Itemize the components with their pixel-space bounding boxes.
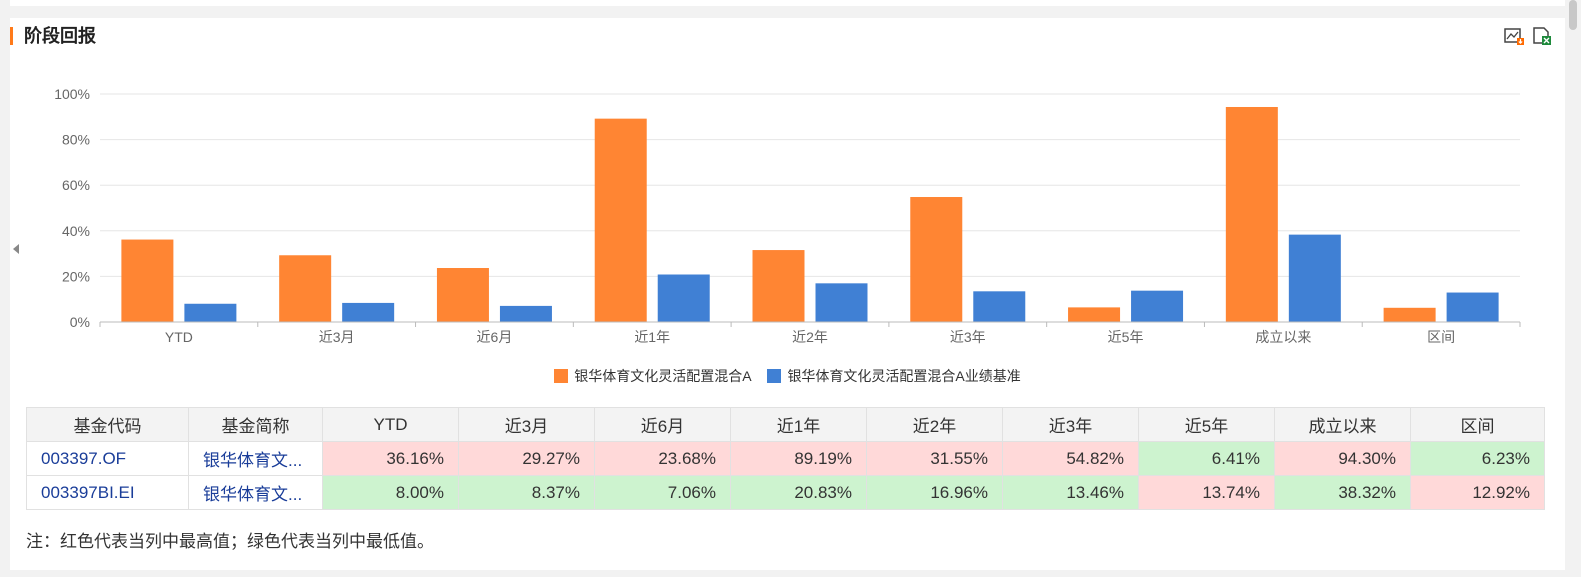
value-cell: 31.55% [866, 441, 1003, 476]
bar-fund[interactable] [436, 268, 489, 322]
panel-header: 阶段回报 [10, 18, 1565, 54]
value-cell: 89.19% [730, 441, 867, 476]
x-tick-label: 近1年 [634, 329, 670, 345]
legend-label-fund: 银华体育文化灵活配置混合A [574, 368, 752, 384]
title-accent-bar [10, 27, 13, 45]
header-cell: 近1年 [730, 407, 867, 442]
top-strip [10, 0, 1565, 6]
x-tick-label: YTD [165, 329, 193, 345]
header-cell: YTD [322, 407, 459, 442]
value-cell: 38.32% [1274, 475, 1411, 510]
fund-code-link[interactable]: 003397.OF [26, 441, 189, 476]
value-cell: 6.23% [1410, 441, 1545, 476]
stage-return-panel: 阶段回报 0% 20% 40% 60% 80% 100% YTD 近3月 近6月 近1年 近2年 近3… [10, 18, 1565, 570]
value-cell: 7.06% [594, 475, 731, 510]
collapse-arrow-icon[interactable] [13, 244, 19, 254]
value-cell: 8.00% [322, 475, 459, 510]
y-tick-label: 0% [70, 314, 90, 330]
fund-code-link[interactable]: 003397BI.EI [26, 475, 189, 510]
table-row: 003397BI.EI 银华体育文... 8.00% 8.37% 7.06% 2… [26, 475, 1545, 510]
bar-benchmark[interactable] [815, 283, 868, 322]
bar-fund[interactable] [594, 118, 647, 322]
stage-return-chart: 0% 20% 40% 60% 80% 100% YTD 近3月 近6月 近1年 近2年 近3年 近5年 成… [54, 86, 1521, 345]
bar-fund[interactable] [279, 255, 332, 322]
y-tick-label: 80% [62, 132, 90, 148]
value-cell: 23.68% [594, 441, 731, 476]
header-cell: 近2年 [866, 407, 1003, 442]
value-cell: 20.83% [730, 475, 867, 510]
bar-benchmark[interactable] [342, 302, 395, 322]
bar-fund[interactable] [1383, 307, 1436, 322]
x-tick-label: 近3年 [950, 329, 986, 345]
x-tick-label: 成立以来 [1255, 329, 1311, 345]
table-row: 003397.OF 银华体育文... 36.16% 29.27% 23.68% … [26, 441, 1545, 476]
value-cell: 54.82% [1002, 441, 1139, 476]
panel-title: 阶段回报 [24, 26, 96, 46]
legend-item-benchmark[interactable]: 银华体育文化灵活配置混合A业绩基准 [767, 366, 1021, 386]
value-cell: 13.46% [1002, 475, 1139, 510]
value-cell: 12.92% [1410, 475, 1545, 510]
y-tick-label: 60% [62, 177, 90, 193]
excel-export-icon[interactable] [1531, 26, 1553, 46]
bar-benchmark[interactable] [1446, 292, 1499, 322]
bar-fund[interactable] [1068, 307, 1121, 322]
bar-fund[interactable] [121, 239, 174, 322]
bar-fund[interactable] [1225, 106, 1278, 322]
bar-benchmark[interactable] [973, 291, 1026, 322]
value-cell: 36.16% [322, 441, 459, 476]
legend-label-benchmark: 银华体育文化灵活配置混合A业绩基准 [787, 368, 1021, 384]
chart-download-icon[interactable] [1503, 26, 1525, 46]
bar-fund[interactable] [752, 250, 805, 322]
header-cell: 近5年 [1138, 407, 1275, 442]
value-cell: 29.27% [458, 441, 595, 476]
header-cell: 近3月 [458, 407, 595, 442]
y-tick-label: 20% [62, 268, 90, 284]
header-cell: 近3年 [1002, 407, 1139, 442]
legend-swatch-benchmark [767, 369, 782, 383]
bar-benchmark[interactable] [1131, 290, 1184, 322]
bar-benchmark[interactable] [499, 305, 552, 322]
value-cell: 13.74% [1138, 475, 1275, 510]
header-cell: 近6月 [594, 407, 731, 442]
header-cell: 成立以来 [1274, 407, 1411, 442]
table-header-row: 基金代码 基金简称 YTD 近3月 近6月 近1年 近2年 近3年 近5年 成立… [26, 407, 1545, 442]
x-tick-label: 近5年 [1108, 329, 1144, 345]
value-cell: 16.96% [866, 475, 1003, 510]
table-footnote: 注：红色代表当列中最高值；绿色代表当列中最低值。 [26, 532, 434, 551]
return-table: 基金代码 基金简称 YTD 近3月 近6月 近1年 近2年 近3年 近5年 成立… [26, 407, 1545, 510]
chart-legend: 银华体育文化灵活配置混合A 银华体育文化灵活配置混合A业绩基准 [10, 366, 1565, 386]
fund-name-link[interactable]: 银华体育文... [188, 441, 323, 476]
value-cell: 6.41% [1138, 441, 1275, 476]
x-tick-label: 区间 [1427, 329, 1455, 345]
header-cell: 区间 [1410, 407, 1545, 442]
y-tick-label: 40% [62, 223, 90, 239]
header-cell: 基金代码 [26, 407, 189, 442]
x-tick-label: 近3月 [319, 329, 355, 345]
y-tick-label: 100% [54, 86, 90, 102]
legend-swatch-fund [554, 369, 569, 383]
header-cell: 基金简称 [188, 407, 323, 442]
bar-benchmark[interactable] [184, 303, 237, 322]
x-tick-label: 近2年 [792, 329, 828, 345]
x-tick-label: 近6月 [477, 329, 513, 345]
value-cell: 8.37% [458, 475, 595, 510]
legend-item-fund[interactable]: 银华体育文化灵活配置混合A [554, 366, 752, 386]
scrollbar-thumb[interactable] [1569, 0, 1577, 30]
fund-name-link[interactable]: 银华体育文... [188, 475, 323, 510]
bar-benchmark[interactable] [657, 274, 710, 322]
value-cell: 94.30% [1274, 441, 1411, 476]
bar-benchmark[interactable] [1288, 234, 1341, 322]
bar-fund[interactable] [910, 197, 963, 322]
